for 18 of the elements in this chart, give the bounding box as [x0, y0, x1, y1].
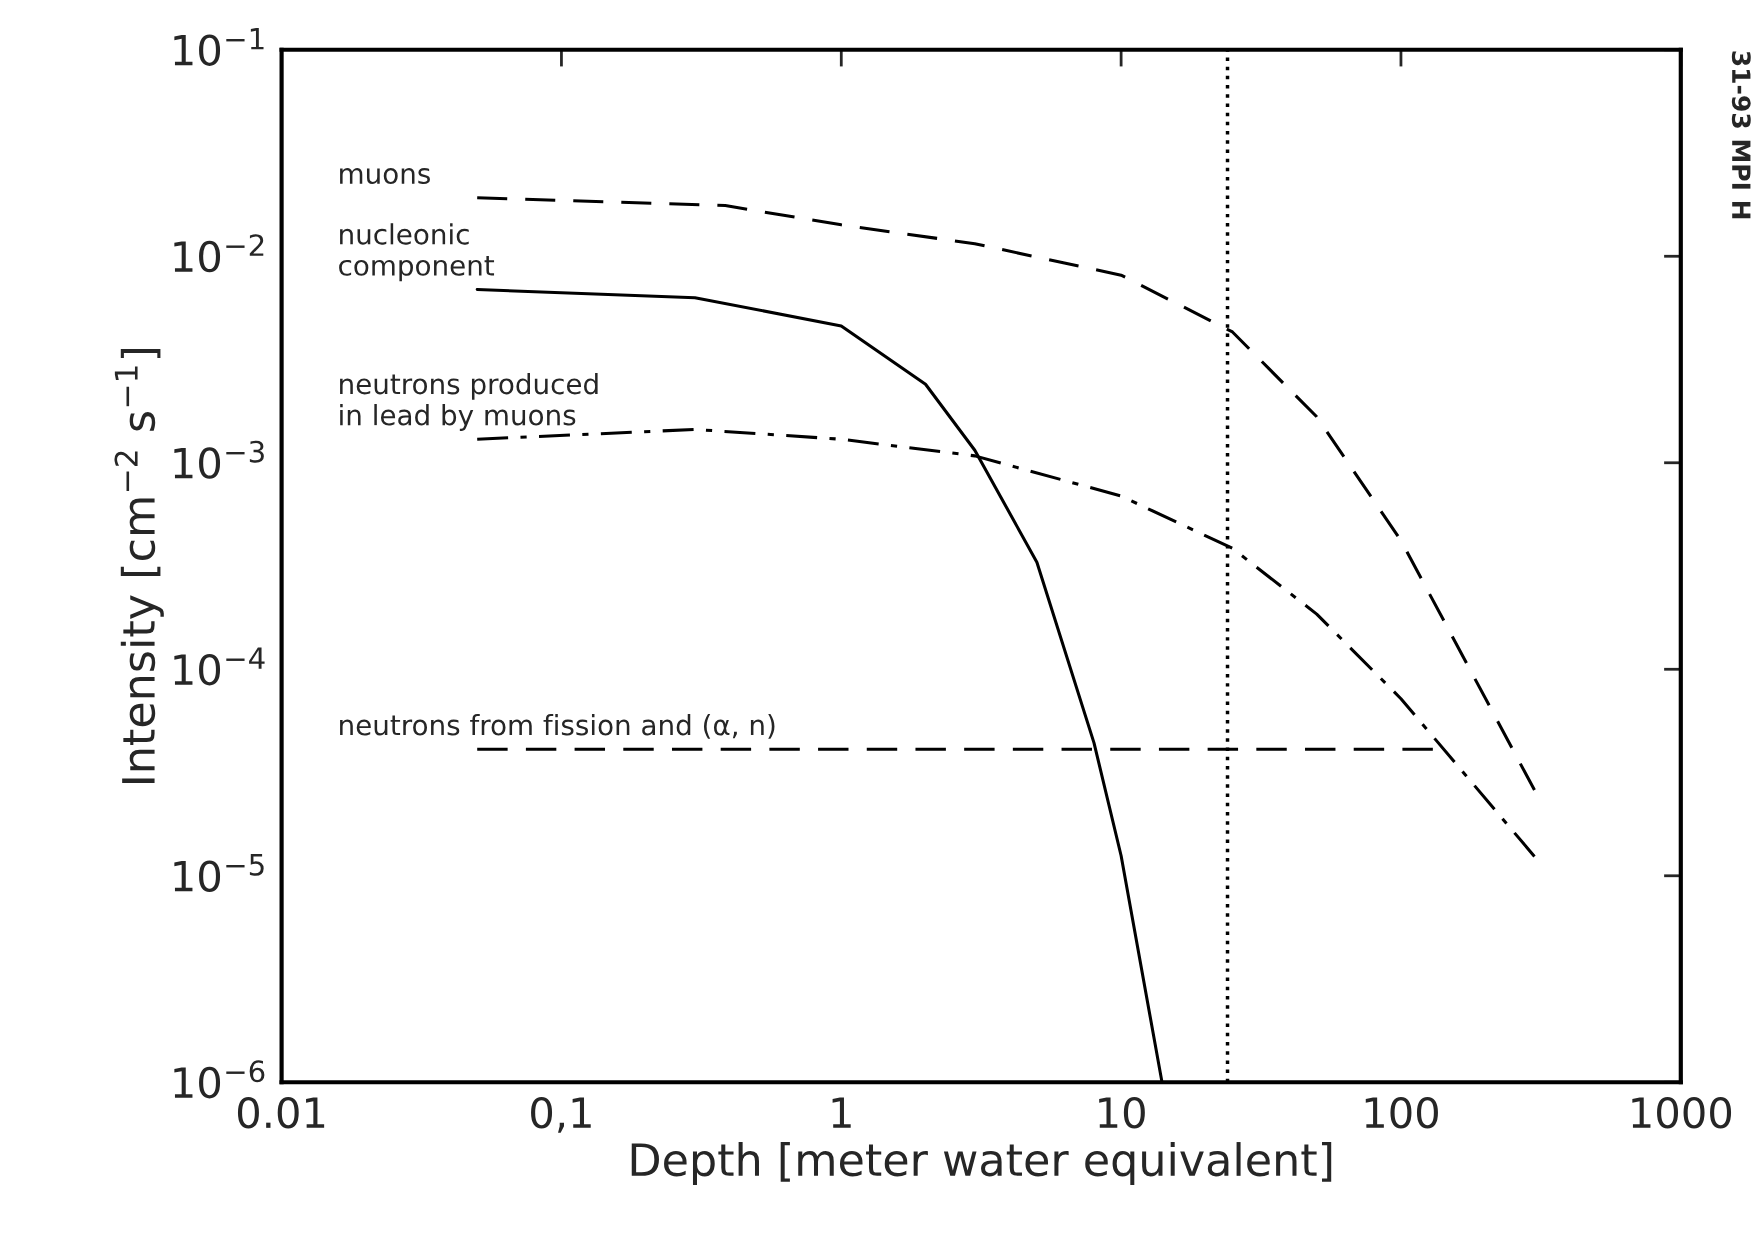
series-label: neutrons from fission and (α, n) [340, 714, 775, 739]
y-tick-label: 10$^{−1}$ [174, 28, 264, 66]
x-tick-label: 1 [832, 1097, 851, 1128]
series-label: muons [340, 168, 430, 185]
y-tick-label: 10$^{−5}$ [174, 854, 264, 892]
y-axis-title: Intensity [cm$^{−2}$ s$^{−1}$] [114, 348, 164, 783]
series-label: neutrons produced in lead by muons [340, 372, 598, 431]
series-label: nucleonic component [339, 223, 495, 282]
x-tick-label: 100 [1365, 1096, 1438, 1129]
x-tick-label: 0,1 [531, 1096, 591, 1133]
text: 31-93 MPI H [1731, 51, 1751, 219]
x-tick-label: 1000 [1632, 1096, 1732, 1129]
y-tick-label: 10$^{−4}$ [174, 647, 265, 686]
x-tick-label: 0.01 [237, 1096, 325, 1129]
x-tick-label: 10 [1099, 1096, 1145, 1129]
x-axis-title: Depth [meter water equivalent] [631, 1142, 1332, 1186]
y-tick-label: 10$^{−2}$ [174, 234, 264, 273]
y-tick-label: 10$^{−3}$ [174, 440, 264, 479]
